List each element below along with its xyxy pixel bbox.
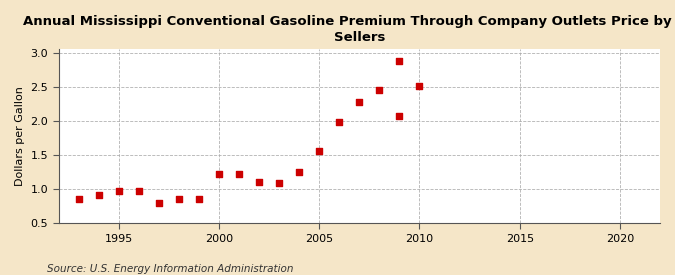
Point <box>173 197 184 201</box>
Point <box>153 201 164 205</box>
Point <box>74 197 84 201</box>
Point <box>314 149 325 153</box>
Point <box>274 181 285 185</box>
Point <box>134 189 144 193</box>
Point <box>414 84 425 88</box>
Point <box>194 196 205 201</box>
Point <box>354 100 364 105</box>
Point <box>334 119 345 124</box>
Text: Source: U.S. Energy Information Administration: Source: U.S. Energy Information Administ… <box>47 264 294 274</box>
Point <box>254 179 265 184</box>
Point <box>93 193 104 198</box>
Title: Annual Mississippi Conventional Gasoline Premium Through Company Outlets Price b: Annual Mississippi Conventional Gasoline… <box>23 15 675 44</box>
Point <box>394 114 405 119</box>
Point <box>294 169 304 174</box>
Point <box>214 172 225 176</box>
Point <box>234 172 244 176</box>
Point <box>394 59 405 63</box>
Y-axis label: Dollars per Gallon: Dollars per Gallon <box>15 86 25 186</box>
Point <box>374 88 385 92</box>
Point <box>113 189 124 193</box>
